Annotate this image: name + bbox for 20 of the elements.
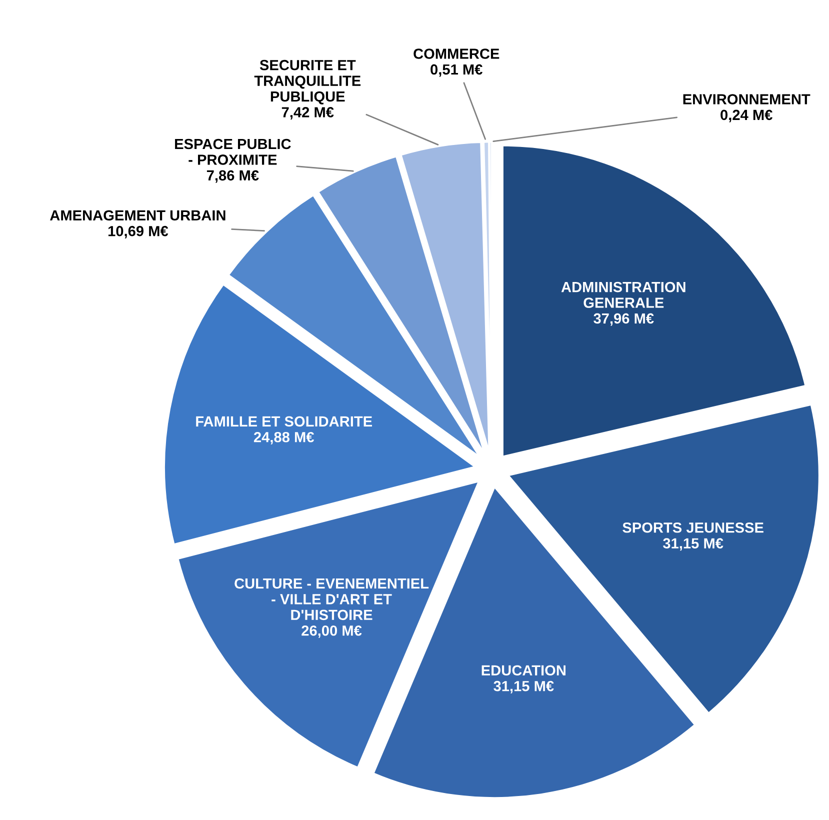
slice-label: FAMILLE ET SOLIDARITE — [196, 416, 372, 427]
slice-label: ADMINISTRATION GENERALE — [561, 282, 686, 308]
data-label: 31,15 M€ — [663, 538, 724, 551]
slice-label: ESPACE PUBLIC - PROXIMITE — [175, 138, 291, 165]
slice-label: COMMERCE — [414, 48, 500, 59]
data-label: 0,24 M€ — [720, 110, 772, 122]
slice-label: CULTURE - EVENEMENTIEL - VILLE D'ART ET D'HISTOIRE — [234, 578, 429, 620]
data-label: 10,69 M€ — [108, 226, 168, 238]
data-label: 26,00 M€ — [302, 625, 362, 638]
data-label: 31,15 M€ — [494, 680, 554, 694]
data-label: 7,86 M€ — [206, 170, 259, 183]
slice-label: AMENAGEMENT URBAIN — [50, 210, 226, 221]
slice-label: ENVIRONNEMENT — [683, 94, 810, 104]
slice-label: SPORTS JEUNESSE — [622, 522, 764, 533]
data-label: 37,96 M€ — [594, 313, 654, 326]
data-label: 0,51 M€ — [430, 64, 482, 77]
slice-label: EDUCATION — [482, 665, 566, 676]
data-label: 24,88 M€ — [254, 432, 314, 444]
slice-label: SECURITE ET TRANQUILLITE PUBLIQUE — [254, 60, 361, 104]
data-label: 7,42 M€ — [282, 107, 334, 120]
